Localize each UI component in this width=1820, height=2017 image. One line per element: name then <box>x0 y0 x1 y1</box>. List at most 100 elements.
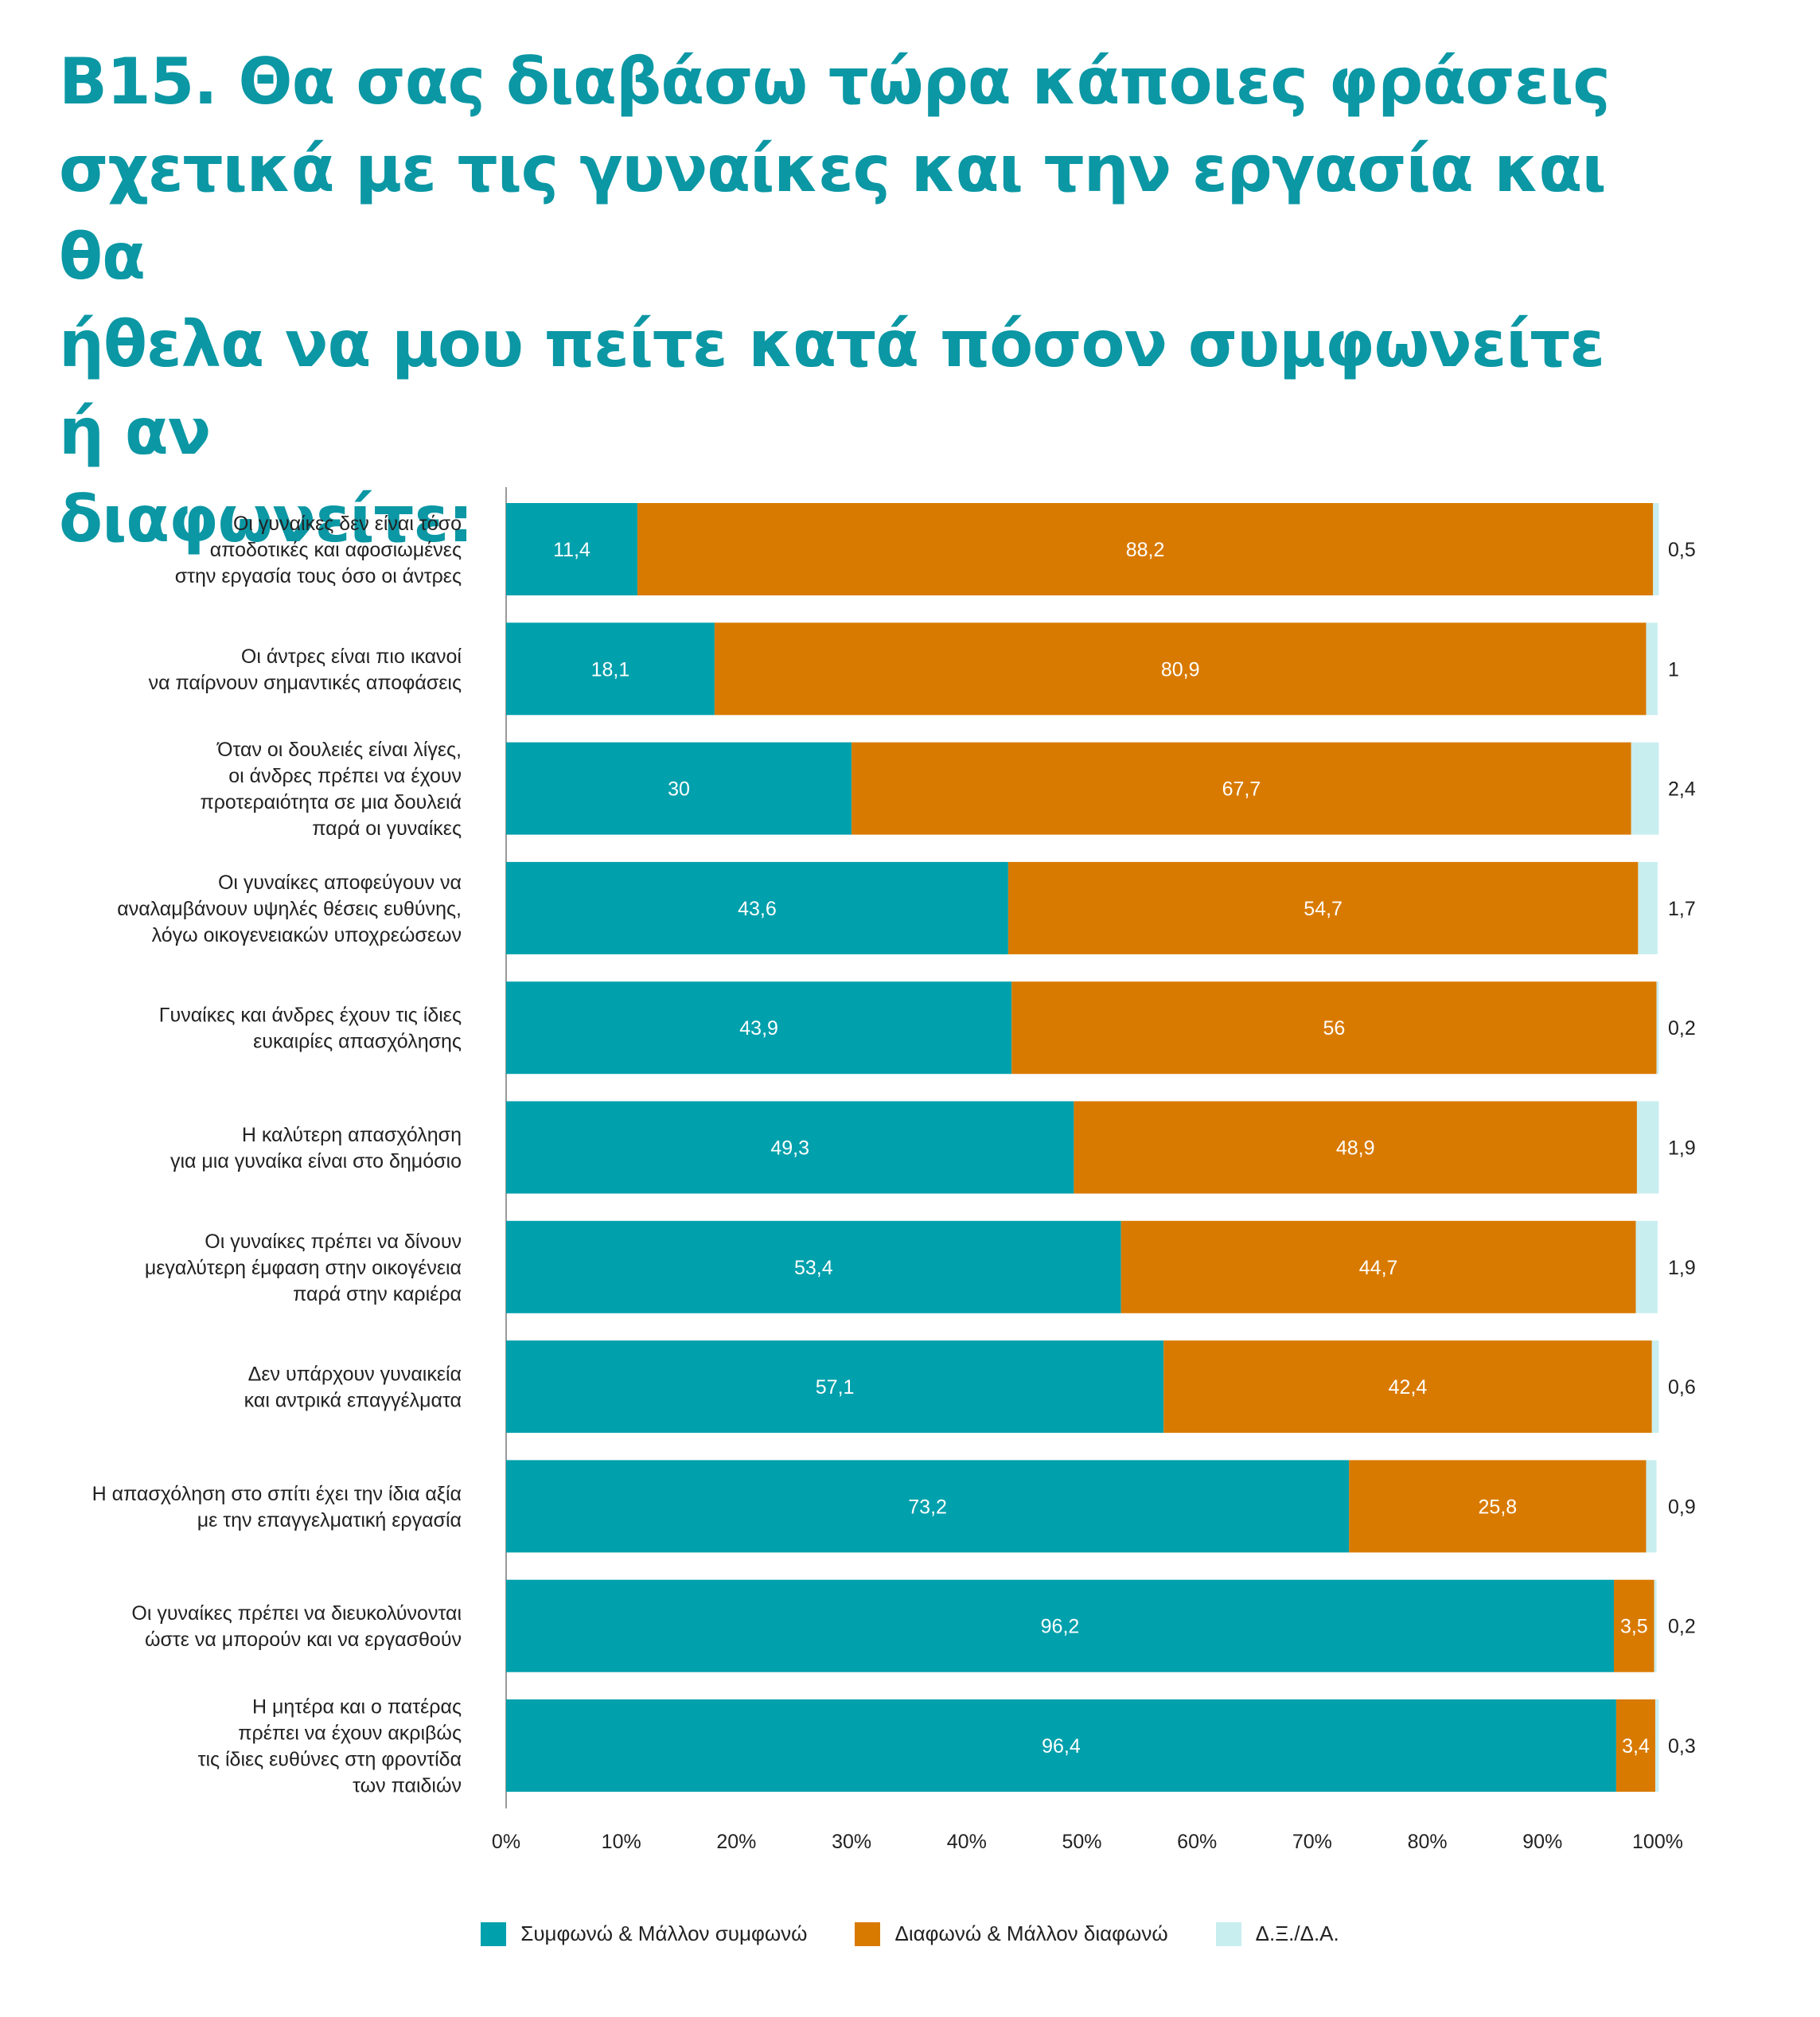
category-label-line: προτεραιότητα σε μια δουλειά <box>200 791 462 813</box>
category-label-line: λόγω οικογενειακών υποχρεώσεων <box>152 924 462 946</box>
category-label: Η μητέρα και ο πατέρας πρέπει να έχουν ακ… <box>198 1696 462 1797</box>
bar-segment-dk-na <box>1635 1220 1658 1313</box>
bar-segment-disagree <box>1614 1579 1654 1672</box>
data-label-disagree: 48,9 <box>1336 1137 1375 1160</box>
title-line: ήθελα να μου πείτε κατά πόσον συμφωνείτε… <box>59 307 1605 469</box>
bar-segment-agree <box>506 1699 1616 1792</box>
data-label-dk-na: 1 <box>1668 658 1679 681</box>
category-label-line: ώστε να μπορούν και να εργασθούν <box>145 1629 462 1651</box>
category-label: Οι γυναίκες δεν είναι τόσο αποδοτικές και… <box>175 513 462 587</box>
data-label-disagree: 56 <box>1323 1017 1345 1040</box>
category-label-line: Η απασχόληση στο σπίτι έχει την ίδια αξί… <box>92 1483 462 1505</box>
title-line: σχετικά με τις γυναίκες και την εργασία … <box>59 132 1607 294</box>
category-label: Οι γυναίκες αποφεύγουν να αναλαμβάνουν υψ… <box>117 872 462 946</box>
bar-segment-disagree <box>714 622 1647 716</box>
category-label-line: τις ίδιες ευθύνες στη φροντίδα <box>198 1749 462 1771</box>
x-tick-label: 20% <box>716 1831 756 1853</box>
bar-segment-dk-na <box>1654 1579 1657 1672</box>
category-label-line: πρέπει να έχουν ακριβώς <box>238 1722 462 1745</box>
bar-segment-dk-na <box>1653 503 1659 595</box>
data-label-dk-na: 0,5 <box>1668 539 1696 561</box>
legend-label-dk-na: Δ.Ξ./Δ.Α. <box>1255 1921 1339 1945</box>
bar-segment-agree <box>506 1220 1121 1313</box>
category-label: Οι γυναίκες πρέπει να διευκολύνονται ώστε… <box>131 1602 462 1651</box>
category-label-line: Η καλύτερη απασχόληση <box>242 1124 462 1146</box>
data-label-agree: 30 <box>668 778 690 801</box>
data-label-dk-na: 2,4 <box>1668 778 1696 801</box>
data-label-disagree: 88,2 <box>1126 539 1165 561</box>
category-label-line: και αντρικά επαγγέλματα <box>244 1390 462 1412</box>
category-label-line: με την επαγγελματική εργασία <box>197 1509 462 1531</box>
x-tick-label: 100% <box>1632 1831 1683 1853</box>
category-label-line: στην εργασία τους όσο οι άντρες <box>175 565 462 587</box>
category-label: Δεν υπάρχουν γυναικεία και αντρικά επαγγέ… <box>244 1364 462 1412</box>
legend-swatch-agree <box>481 1921 507 1946</box>
legend-item-dk-na: Δ.Ξ./Δ.Α. <box>1215 1921 1339 1946</box>
data-label-agree: 73,2 <box>908 1496 947 1518</box>
data-label-disagree: 3,5 <box>1620 1616 1648 1638</box>
legend-swatch-disagree <box>855 1921 881 1946</box>
category-label-line: ευκαιρίες απασχόλησης <box>253 1031 462 1053</box>
bar-segment-agree <box>506 861 1008 954</box>
bar-segment-disagree <box>1163 1340 1652 1434</box>
legend-label-agree: Συμφωνώ & Μάλλον συμφωνώ <box>520 1921 808 1945</box>
category-label-line: Οι γυναίκες πρέπει να διευκολύνονται <box>131 1602 462 1625</box>
bar-segment-agree <box>506 981 1012 1075</box>
data-label-disagree: 80,9 <box>1161 658 1200 681</box>
data-label-disagree: 3,4 <box>1622 1735 1650 1758</box>
chart-title: B15. Θα σας διαβάσω τώρα κάποιες φράσεις… <box>59 38 1650 564</box>
bar-segment-dk-na <box>1655 1699 1659 1792</box>
data-label-agree: 96,2 <box>1041 1616 1080 1638</box>
category-label-line: Όταν οι δουλειές είναι λίγες, <box>216 739 462 761</box>
title-line: B15. Θα σας διαβάσω τώρα κάποιες φράσεις <box>59 45 1611 119</box>
category-label-line: παρά στην καριέρα <box>293 1283 462 1305</box>
bar-segment-dk-na <box>1631 742 1659 835</box>
bar-segment-dk-na <box>1656 981 1659 1075</box>
bar-segment-disagree <box>1120 1220 1636 1313</box>
legend-label-disagree: Διαφωνώ & Μάλλον διαφωνώ <box>894 1921 1168 1945</box>
bar-segment-agree <box>506 503 637 595</box>
bar-segment-agree <box>506 1460 1350 1553</box>
x-tick-label: 10% <box>602 1831 641 1853</box>
data-label-agree: 43,6 <box>738 898 777 920</box>
data-label-dk-na: 1,9 <box>1668 1257 1696 1279</box>
category-label-line: μεγαλύτερη έμφαση στην οικογένεια <box>145 1257 462 1279</box>
data-label-dk-na: 0,3 <box>1668 1735 1696 1758</box>
bar-segment-agree <box>506 742 852 835</box>
bar-segment-agree <box>506 1340 1164 1434</box>
category-label-line: Οι άντρες είναι πιο ικανοί <box>241 646 462 668</box>
category-label-line: Οι γυναίκες δεν είναι τόσο <box>233 513 462 535</box>
data-label-agree: 18,1 <box>591 658 630 681</box>
x-tick-label: 0% <box>492 1831 520 1853</box>
bar-segment-dk-na <box>1646 622 1658 716</box>
data-label-agree: 57,1 <box>816 1376 855 1399</box>
data-label-dk-na: 0,2 <box>1668 1017 1696 1040</box>
bar-segment-dk-na <box>1638 861 1658 954</box>
data-label-agree: 96,4 <box>1042 1735 1081 1758</box>
bar-segment-disagree <box>1074 1101 1637 1194</box>
category-label-line: Δεν υπάρχουν γυναικεία <box>248 1364 462 1386</box>
bar-segment-dk-na <box>1651 1340 1659 1434</box>
stacked-bar-chart: Οι γυναίκες δεν είναι τόσο αποδοτικές και… <box>92 487 1696 1853</box>
data-label-agree: 53,4 <box>794 1257 833 1279</box>
x-tick-label: 80% <box>1408 1831 1448 1853</box>
data-label-agree: 49,3 <box>770 1137 809 1160</box>
bar-segment-agree <box>506 622 715 716</box>
data-label-disagree: 44,7 <box>1359 1257 1398 1279</box>
category-label-line: αποδοτικές και αφοσιωμένες <box>210 539 462 561</box>
bar-segment-dk-na <box>1636 1101 1659 1194</box>
category-label: Όταν οι δουλειές είναι λίγες, οι άνδρες π… <box>200 739 462 840</box>
data-label-disagree: 25,8 <box>1479 1496 1518 1518</box>
category-label: Η απασχόληση στο σπίτι έχει την ίδια αξί… <box>92 1483 462 1531</box>
category-label-line: Γυναίκες και άνδρες έχουν τις ίδιες <box>159 1005 462 1027</box>
category-label-line: να παίρνουν σημαντικές αποφάσεις <box>149 672 462 694</box>
data-label-agree: 11,4 <box>553 539 590 561</box>
category-label-line: Οι γυναίκες πρέπει να δίνουν <box>205 1231 462 1253</box>
x-tick-label: 70% <box>1292 1831 1332 1853</box>
x-tick-label: 40% <box>947 1831 987 1853</box>
bar-segment-dk-na <box>1646 1460 1657 1553</box>
bar-segment-disagree <box>852 742 1631 835</box>
data-label-disagree: 67,7 <box>1222 778 1261 801</box>
data-label-dk-na: 0,2 <box>1668 1616 1696 1638</box>
legend-swatch-dk-na <box>1215 1921 1241 1946</box>
